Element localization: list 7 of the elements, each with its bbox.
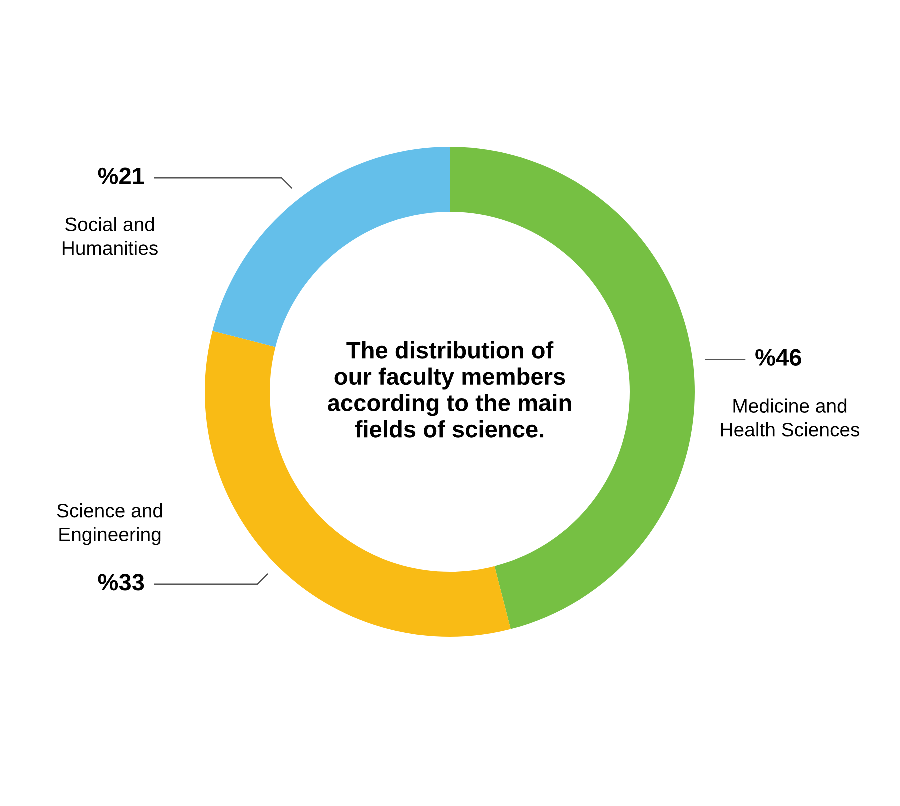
slice-label: Science and Engineering (57, 503, 162, 546)
data-label: %33 (98, 574, 144, 591)
slice-label: Medicine and Health Sciences (721, 398, 860, 437)
text: The distribution of our faculty members according to the main fields of science. (328, 342, 572, 438)
data-label: %21 (98, 168, 144, 184)
data-label: %46 (756, 349, 802, 366)
slice-label: Social and Humanities (62, 217, 158, 256)
